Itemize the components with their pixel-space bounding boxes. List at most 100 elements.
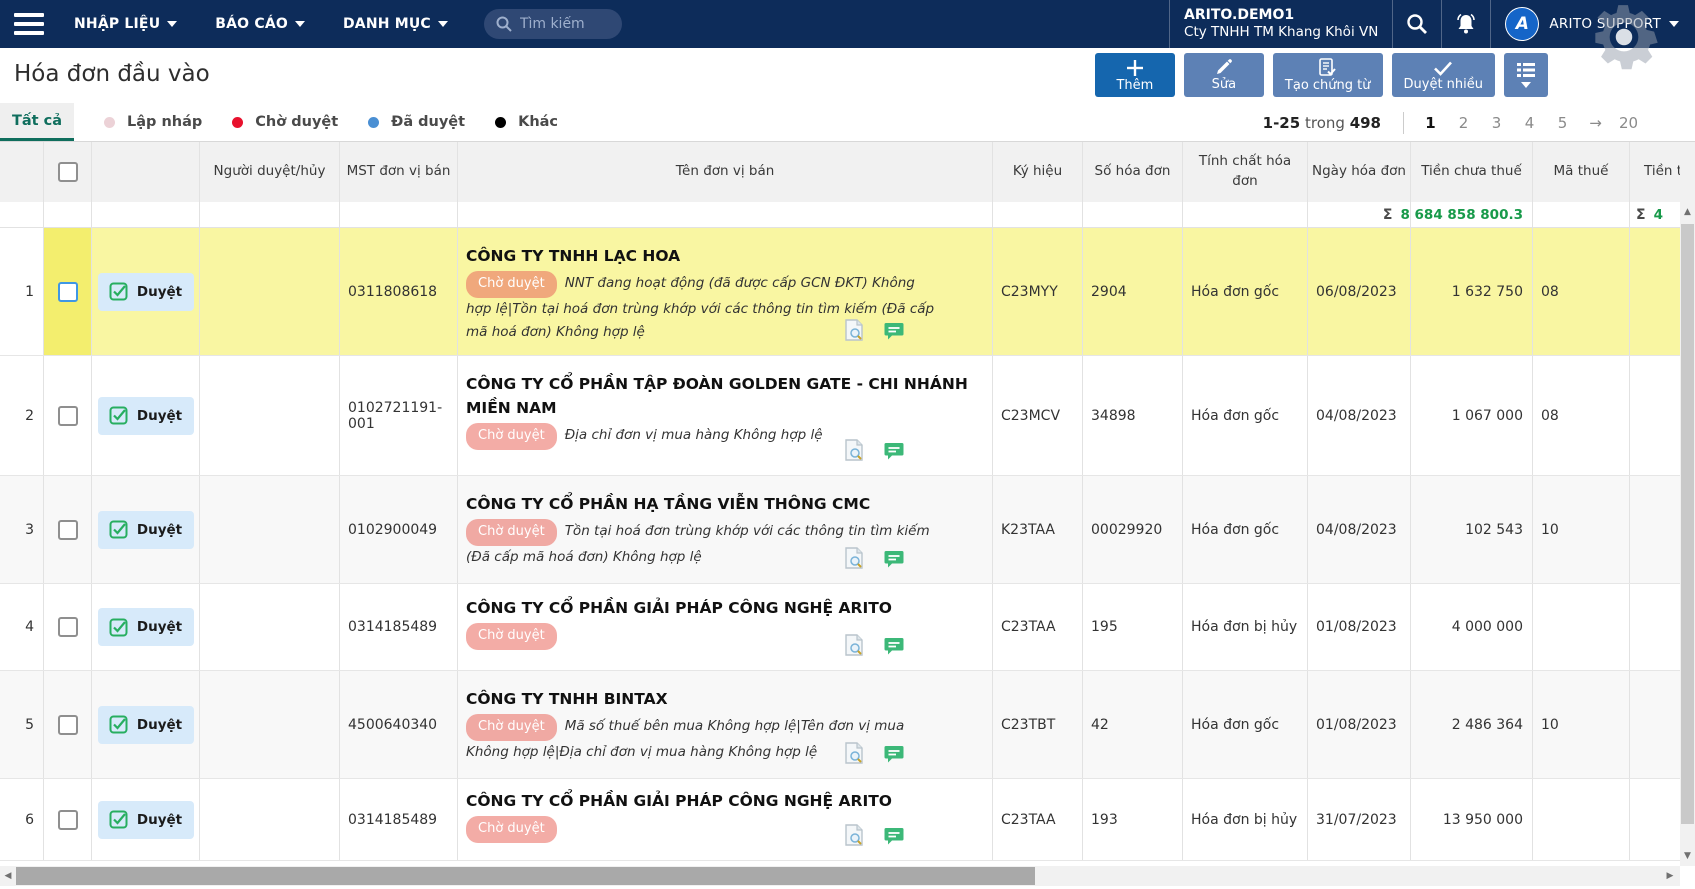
seller-name: CÔNG TY CỔ PHẦN GIẢI PHÁP CÔNG NGHỆ ARIT… [466,599,892,617]
topbar: NHẬP LIỆU BÁO CÁO DANH MỤC ARITO.DEMO1 C… [0,0,1695,48]
page-3[interactable]: 3 [1491,113,1502,132]
table-row[interactable]: 1 Duyệt 0311808618 CÔNG TY TNHH LẠC HOA … [0,228,1680,356]
tax-amount-cell [1630,476,1680,583]
approver-cell [200,584,340,670]
header-approver: Người duyệt/hủy [200,142,340,202]
page-20[interactable]: 20 [1618,113,1639,132]
company-block[interactable]: ARITO.DEMO1 Cty TNHH TM Khang Khôi VN [1170,7,1392,41]
approve-button[interactable]: Duyệt [97,705,194,744]
page-4[interactable]: 4 [1524,113,1535,132]
edit-button-label: Sửa [1211,77,1237,92]
validation-note: NNT đang hoạt động (đã được cấp GCN ĐKT)… [466,275,935,341]
user-menu[interactable]: ARITO SUPPORT [1549,16,1679,32]
scroll-right-arrow-icon[interactable]: ▶ [1666,871,1674,881]
row-checkbox[interactable] [57,405,78,426]
next-pages-arrow[interactable]: → [1589,113,1602,132]
horizontal-scrollbar-thumb[interactable] [16,867,1035,885]
comment-icon[interactable] [884,637,904,660]
tab-all-label: Tất cả [11,112,63,129]
vertical-scrollbar-thumb[interactable] [1681,224,1694,824]
table-row[interactable]: 4 Duyệt 0314185489 CÔNG TY CỔ PHẦN GIẢI … [0,584,1680,671]
approve-button[interactable]: Duyệt [97,510,194,549]
tab-other[interactable]: Khác [495,103,558,141]
nav-item-nhap-lieu[interactable]: NHẬP LIỆU [74,16,178,32]
nav-label: BÁO CÁO [215,16,288,32]
of-text: trong [1304,113,1345,132]
comment-icon[interactable] [884,442,904,465]
clipped-next-row [0,861,1695,866]
date-cell: 04/08/2023 [1308,356,1411,475]
comment-icon[interactable] [884,827,904,850]
row-checkbox[interactable] [57,617,78,637]
record-range: 1-25 trong 498 [1263,114,1381,132]
header-row-number [0,142,44,202]
total-text: 498 [1349,113,1381,132]
page-1[interactable]: 1 [1425,113,1436,132]
preview-document-icon[interactable] [844,634,864,662]
table-row[interactable]: 5 Duyệt 4500640340 CÔNG TY TNHH BINTAX C… [0,671,1680,779]
edit-button[interactable]: Sửa [1183,53,1264,97]
check-icon [1434,61,1453,76]
nav-item-bao-cao[interactable]: BÁO CÁO [215,16,305,32]
hamburger-menu-icon[interactable] [14,13,44,35]
row-checkbox[interactable] [57,519,78,540]
create-document-button-label: Tạo chứng từ [1284,78,1371,93]
preview-document-icon[interactable] [844,319,864,347]
checked-box-icon [109,406,128,425]
sum-row: Σ 8 684 858 800.3 Σ 4 [0,202,1680,228]
nature-cell: Hóa đơn gốc [1183,356,1308,475]
date-cell: 31/07/2023 [1308,779,1411,860]
company-name: Cty TNHH TM Khang Khôi VN [1184,24,1379,41]
tax-code-cell: 08 [1533,228,1630,355]
create-document-button[interactable]: Tạo chứng từ [1272,53,1383,97]
table-row[interactable]: 3 Duyệt 0102900049 CÔNG TY CỔ PHẦN HẠ TẦ… [0,476,1680,584]
global-search-button[interactable] [1393,0,1441,48]
nature-cell: Hóa đơn gốc [1183,476,1308,583]
page-2[interactable]: 2 [1458,113,1469,132]
approve-many-button[interactable]: Duyệt nhiều [1391,53,1495,97]
scroll-up-arrow-icon[interactable]: ▲ [1684,207,1691,217]
row-checkbox[interactable] [57,809,78,830]
row-number: 3 [0,476,44,583]
add-button-label: Thêm [1116,77,1154,93]
topbar-search[interactable] [483,9,622,39]
sum-tax-value: 4 [1653,207,1663,223]
list-menu-button[interactable] [1504,53,1548,97]
scroll-left-arrow-icon[interactable]: ◀ [4,871,12,881]
tab-draft[interactable]: Lập nháp [104,103,202,141]
table-row[interactable]: 6 Duyệt 0314185489 CÔNG TY CỔ PHẦN GIẢI … [0,779,1680,861]
row-checkbox[interactable] [57,714,78,735]
scroll-down-arrow-icon[interactable]: ▼ [1684,851,1691,861]
approve-button[interactable]: Duyệt [97,608,194,646]
tab-pending[interactable]: Chờ duyệt [232,103,338,141]
table-row[interactable]: 2 Duyệt 0102721191-001 CÔNG TY CỔ PHẦN T… [0,356,1680,476]
approve-button[interactable]: Duyệt [97,800,194,839]
notifications-button[interactable] [1442,0,1490,48]
seller-name: CÔNG TY TNHH LẠC HOA [466,247,681,265]
horizontal-scrollbar[interactable]: ◀ ▶ [0,866,1680,886]
avatar[interactable]: A [1505,7,1540,41]
tab-all[interactable]: Tất cả [0,103,74,141]
preview-document-icon[interactable] [844,742,864,770]
date-cell: 01/08/2023 [1308,584,1411,670]
search-input[interactable] [519,16,610,32]
checked-box-icon [109,810,128,829]
approve-button[interactable]: Duyệt [97,396,194,435]
comment-icon[interactable] [884,322,904,345]
vertical-scrollbar[interactable]: ▲ ▼ [1680,202,1695,866]
nav-item-danh-muc[interactable]: DANH MỤC [343,16,448,32]
page-5[interactable]: 5 [1557,113,1568,132]
comment-icon[interactable] [884,550,904,573]
comment-icon[interactable] [884,745,904,768]
tab-approved[interactable]: Đã duyệt [368,103,465,141]
preview-document-icon[interactable] [844,547,864,575]
preview-document-icon[interactable] [844,439,864,467]
seller-name: CÔNG TY CỔ PHẦN GIẢI PHÁP CÔNG NGHỆ ARIT… [466,792,892,810]
row-checkbox[interactable] [57,281,78,302]
approve-button[interactable]: Duyệt [97,272,194,311]
approver-cell [200,356,340,475]
preview-document-icon[interactable] [844,824,864,852]
add-button[interactable]: Thêm [1094,53,1175,97]
select-all-checkbox[interactable] [57,162,78,182]
nav-label: DANH MỤC [342,16,431,32]
